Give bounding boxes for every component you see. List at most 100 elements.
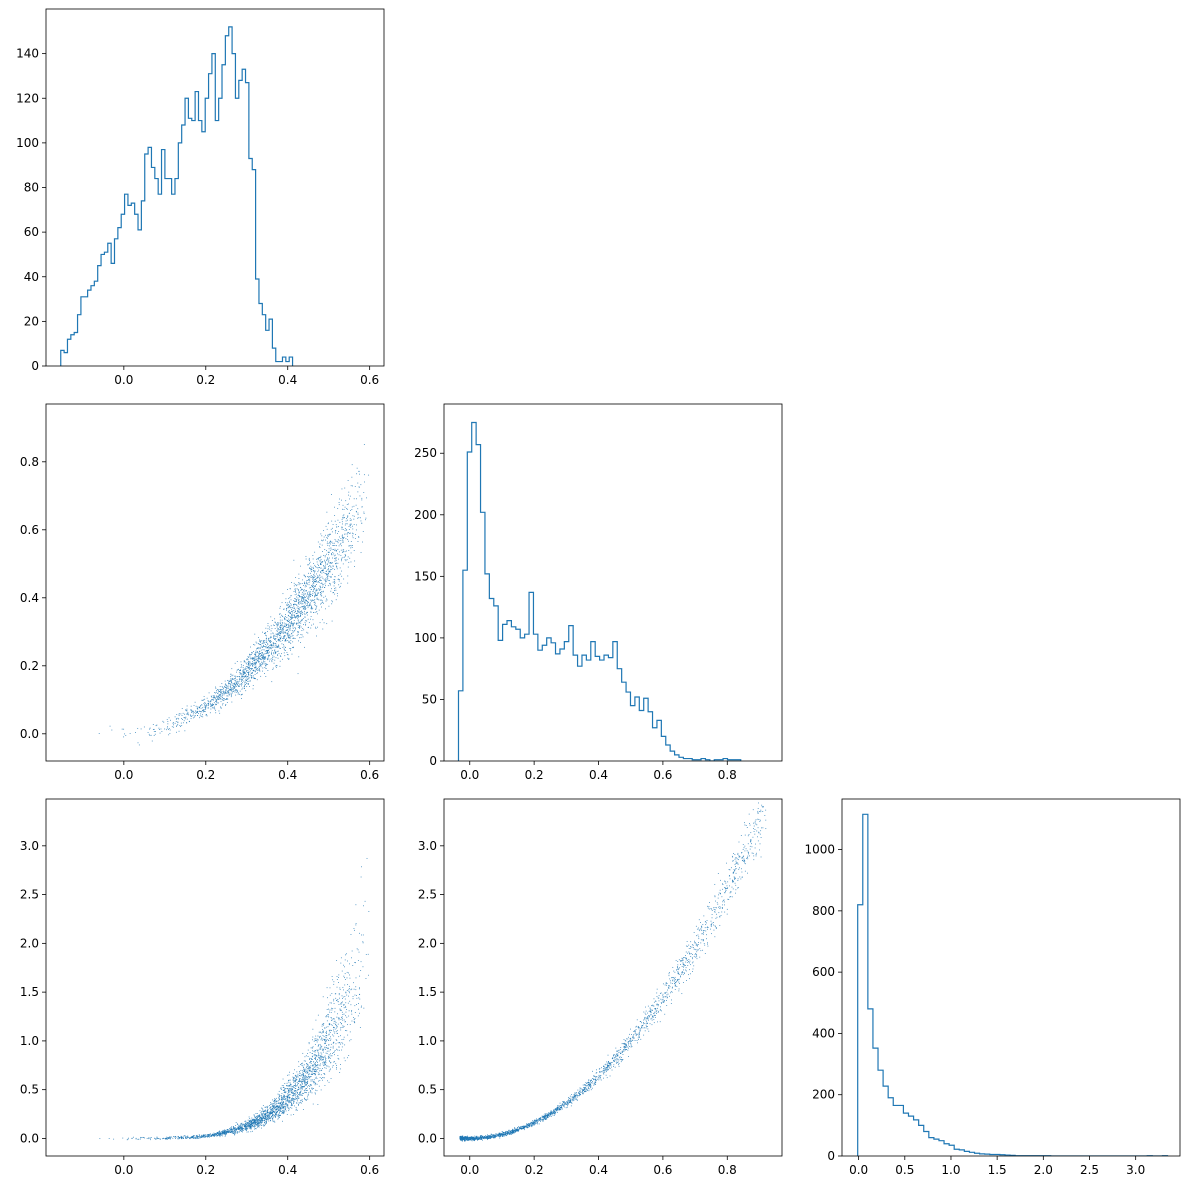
scatter-x1-x2-point xyxy=(288,610,290,612)
scatter-x1-x2-point xyxy=(321,591,323,592)
scatter-x1-x3-point xyxy=(338,1042,340,1043)
scatter-x1-x2-point xyxy=(257,660,258,662)
scatter-x1-x3-point xyxy=(190,1137,191,1139)
scatter-x1-x2-point xyxy=(232,677,234,679)
scatter-x1-x2-point xyxy=(231,679,232,681)
scatter-x1-x2-point xyxy=(236,681,238,683)
scatter-x1-x3-point xyxy=(341,1046,343,1048)
scatter-x1-x2-point xyxy=(277,650,279,652)
scatter-x1-x2-point xyxy=(348,540,349,542)
scatter-x1-x3-point xyxy=(238,1126,239,1128)
scatter-x1-x2-point xyxy=(221,693,223,695)
scatter-x1-x2-point xyxy=(265,656,267,658)
scatter-x1-x2-point xyxy=(286,653,288,655)
scatter-x1-x3-point xyxy=(342,1001,343,1003)
scatter-x1-x3-point xyxy=(268,1112,270,1114)
scatter-x1-x2-point xyxy=(261,646,263,648)
scatter-x1-x3-point xyxy=(256,1113,258,1114)
scatter-x1-x2-point xyxy=(174,716,176,718)
scatter-x1-x2-point xyxy=(259,647,261,649)
scatter-x1-x2-point xyxy=(329,545,330,547)
scatter-x1-x2-point xyxy=(244,661,246,662)
scatter-x1-x2-point xyxy=(316,598,318,600)
scatter-x1-x3-point xyxy=(328,1011,330,1013)
scatter-x1-x3-point xyxy=(230,1129,232,1131)
scatter-x1-x2-point xyxy=(287,627,289,628)
scatter-x1-x3-point xyxy=(315,1063,316,1065)
scatter-x2-x3-point xyxy=(702,924,704,926)
scatter-x2-x3-point xyxy=(735,892,736,894)
scatter-x1-x3-point xyxy=(225,1131,227,1133)
scatter-x1-x2-point xyxy=(283,637,285,638)
scatter-x1-x3-point xyxy=(297,1097,299,1099)
scatter-x1-x2-point xyxy=(217,693,219,694)
scatter-x1-x2-point xyxy=(281,629,282,631)
scatter-x1-x3-point xyxy=(254,1120,256,1122)
scatter-x1-x3-point xyxy=(284,1090,286,1092)
scatter-x1-x2-point xyxy=(307,627,309,628)
scatter-x1-x3-point xyxy=(316,1067,318,1069)
scatter-x1-x3-point xyxy=(283,1102,285,1104)
scatter-x1-x2-point xyxy=(278,629,279,631)
scatter-x1-x2-point xyxy=(267,650,269,652)
scatter-x1-x2-point xyxy=(248,666,250,668)
scatter-x1-x2-point xyxy=(309,568,311,569)
scatter-x1-x2-point xyxy=(264,650,266,652)
scatter-x1-x3-point xyxy=(279,1102,281,1104)
scatter-x1-x3-point xyxy=(337,1001,339,1002)
scatter-x1-x2-point xyxy=(258,658,259,660)
scatter-x1-x3-point xyxy=(325,1062,327,1064)
scatter-x1-x2-point xyxy=(238,671,240,673)
scatter-x1-x2-point xyxy=(344,524,346,526)
scatter-x1-x2-point xyxy=(235,685,237,687)
scatter-x1-x2-point xyxy=(236,671,237,673)
scatter-x1-x2-point xyxy=(333,549,334,550)
scatter-x1-x2-point xyxy=(228,680,230,682)
scatter-x1-x2-point xyxy=(298,616,299,618)
scatter-x1-x2-point xyxy=(265,668,267,669)
scatter-x1-x2-point xyxy=(269,628,271,630)
scatter-x1-x2-point xyxy=(317,581,319,583)
scatter-x1-x3-point xyxy=(275,1113,277,1114)
scatter-x1-x3-point xyxy=(340,1009,342,1011)
scatter-x1-x2-point xyxy=(288,618,290,620)
scatter-x1-x2-point xyxy=(240,679,242,681)
scatter-x1-x3-point xyxy=(234,1130,235,1132)
scatter-x1-x2-point xyxy=(312,599,314,601)
scatter-x1-x2-point xyxy=(324,559,325,561)
scatter-x1-x2-point xyxy=(197,708,199,710)
scatter-x1-x2-point xyxy=(332,565,334,567)
scatter-x1-x3-point xyxy=(260,1125,262,1126)
scatter-x1-x2-point xyxy=(338,531,340,532)
scatter-x1-x3-point xyxy=(208,1136,209,1137)
scatter-x1-x3-point xyxy=(327,1008,329,1010)
scatter-x1-x2-point xyxy=(276,630,278,632)
scatter-x1-x2-point xyxy=(261,655,263,657)
hist-x2-xtick-label: 0.0 xyxy=(460,768,479,782)
scatter-x1-x2-point xyxy=(202,711,204,713)
scatter-x1-x3-point xyxy=(278,1107,280,1109)
scatter-x1-x3-point xyxy=(330,1046,332,1048)
scatter-x1-x2-point xyxy=(214,698,216,700)
scatter-x1-x3-point xyxy=(335,1024,336,1025)
scatter-x1-x2-point xyxy=(308,576,310,578)
scatter-x1-x2-point xyxy=(341,499,342,501)
scatter-x1-x3-point xyxy=(234,1133,236,1135)
scatter-x1-x2-point xyxy=(304,581,306,583)
scatter-x1-x2-point xyxy=(268,640,270,642)
scatter-x1-x2-point xyxy=(255,678,256,680)
scatter-x1-x2-point xyxy=(250,672,252,674)
scatter-x1-x3-point xyxy=(271,1103,273,1105)
scatter-x1-x2-point xyxy=(263,659,264,661)
scatter-x1-x3-point xyxy=(175,1136,176,1138)
scatter-x1-x2-point xyxy=(270,641,272,642)
scatter-x1-x2-point xyxy=(254,644,256,646)
scatter-x1-x2-point xyxy=(298,599,300,601)
scatter-x1-x3-point xyxy=(271,1114,273,1116)
scatter-x1-x2-point xyxy=(263,654,264,656)
scatter-x1-x2-point xyxy=(137,742,139,744)
scatter-x1-x2-point xyxy=(263,657,265,658)
scatter-x1-x3-point xyxy=(307,1065,309,1067)
scatter-x1-x3-point xyxy=(277,1106,279,1108)
scatter-x1-x2-point xyxy=(330,577,332,578)
